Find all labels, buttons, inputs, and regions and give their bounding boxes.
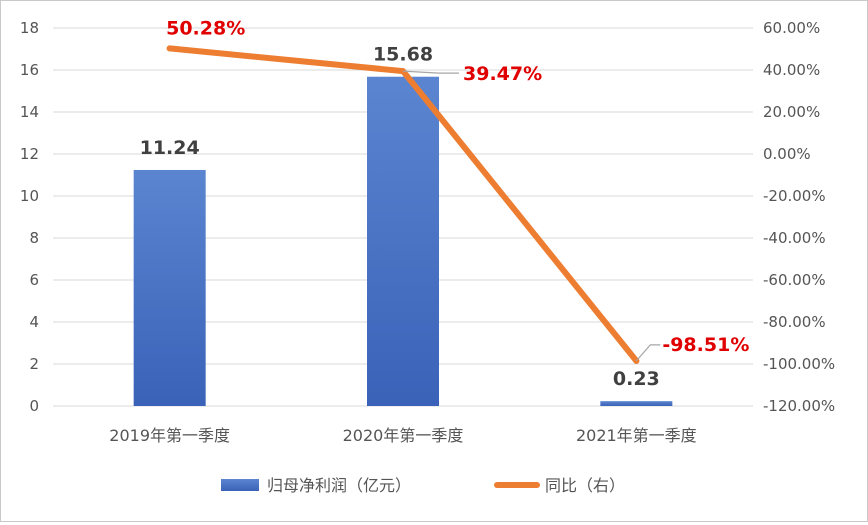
category-label: 2020年第一季度 [343, 426, 464, 445]
right-axis-ticks: -120.00% -100.00% -80.00% -60.00% -40.00% -20… [763, 19, 835, 415]
line-point [166, 45, 173, 52]
bar-data-label: 11.24 [140, 137, 200, 159]
left-tick-label: 4 [29, 313, 39, 331]
category-label: 2021年第一季度 [576, 426, 697, 445]
right-tick-label: -80.00% [763, 313, 826, 331]
right-tick-label: -40.00% [763, 229, 826, 247]
right-tick-label: -120.00% [763, 397, 835, 415]
left-tick-label: 10 [20, 187, 39, 205]
legend: 归母净利润（亿元） 同比（右） [221, 476, 625, 495]
left-tick-label: 16 [20, 61, 39, 79]
label-leader-line [635, 344, 661, 362]
left-tick-label: 12 [20, 145, 39, 163]
line-data-label: -98.51% [662, 334, 749, 356]
left-tick-label: 8 [29, 229, 39, 247]
left-axis-ticks: 0 2 4 6 8 10 12 14 16 18 [20, 19, 39, 415]
right-tick-label: -100.00% [763, 355, 835, 373]
bar [600, 401, 673, 406]
legend-line-label: 同比（右） [545, 476, 625, 495]
bar [133, 169, 206, 406]
right-tick-label: -20.00% [763, 187, 826, 205]
label-leader-line [402, 70, 459, 74]
line-data-label: 39.47% [463, 63, 542, 85]
data-labels: 11.24 15.68 0.23 50.28% 39.47% -98.51% [140, 17, 750, 390]
bar-data-label: 0.23 [613, 368, 660, 390]
right-tick-label: 0.00% [763, 145, 811, 163]
right-tick-label: 40.00% [763, 61, 820, 79]
bar-data-label: 15.68 [373, 44, 433, 66]
right-tick-label: 60.00% [763, 19, 820, 37]
bar [367, 76, 439, 406]
legend-bar-swatch [221, 479, 259, 491]
legend-bar-label: 归母净利润（亿元） [267, 476, 411, 495]
right-tick-label: 20.00% [763, 103, 820, 121]
left-tick-label: 14 [20, 103, 39, 121]
category-axis: 2019年第一季度 2020年第一季度 2021年第一季度 [109, 426, 696, 445]
category-label: 2019年第一季度 [109, 426, 230, 445]
right-tick-label: -60.00% [763, 271, 826, 289]
left-tick-label: 6 [29, 271, 39, 289]
bar-series [133, 76, 673, 406]
left-tick-label: 0 [29, 397, 39, 415]
left-tick-label: 2 [29, 355, 39, 373]
line-data-label: 50.28% [166, 17, 245, 39]
left-tick-label: 18 [20, 19, 39, 37]
